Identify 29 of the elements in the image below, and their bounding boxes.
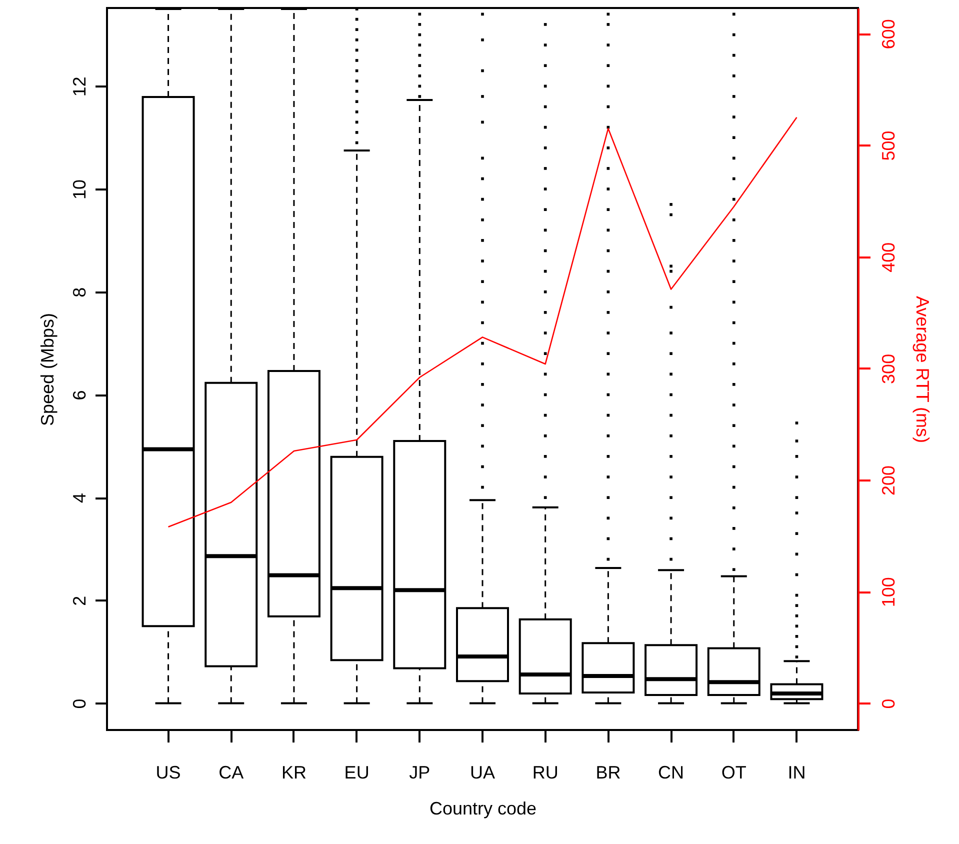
y2-tick-label: 300	[878, 354, 898, 384]
x-tick-label: KR	[281, 762, 306, 782]
y2-tick-label: 600	[878, 19, 898, 50]
y-tick-label: 12	[70, 76, 90, 97]
y-tick-label: 0	[70, 698, 90, 709]
y-axis-title: Speed (Mbps)	[38, 312, 58, 426]
y-tick-label: 10	[70, 180, 90, 200]
x-tick-label: OT	[721, 762, 746, 782]
x-axis-title: Country code	[429, 798, 537, 818]
y-tick-label: 4	[70, 493, 90, 504]
x-tick-label: BR	[596, 762, 621, 782]
y-tick-label: 8	[70, 287, 90, 298]
x-tick-label: UA	[470, 762, 496, 782]
x-tick-label: EU	[344, 762, 370, 782]
y2-tick-label: 400	[878, 242, 898, 272]
x-tick-label: CA	[218, 762, 244, 782]
x-tick-label: JP	[409, 762, 430, 782]
y-tick-label: 2	[70, 596, 90, 606]
y2-tick-label: 100	[878, 577, 898, 608]
y2-tick-label: 0	[878, 698, 898, 709]
y-tick-label: 6	[70, 390, 90, 400]
x-tick-label: RU	[532, 762, 558, 782]
x-tick-label: CN	[658, 762, 684, 782]
x-tick-label: US	[156, 762, 181, 782]
y2-tick-label: 200	[878, 466, 898, 496]
line-series	[168, 116, 798, 528]
y2-tick-label: 500	[878, 130, 898, 161]
y2-axis-title: Average RTT (ms)	[912, 296, 932, 444]
x-tick-label: IN	[788, 762, 806, 782]
